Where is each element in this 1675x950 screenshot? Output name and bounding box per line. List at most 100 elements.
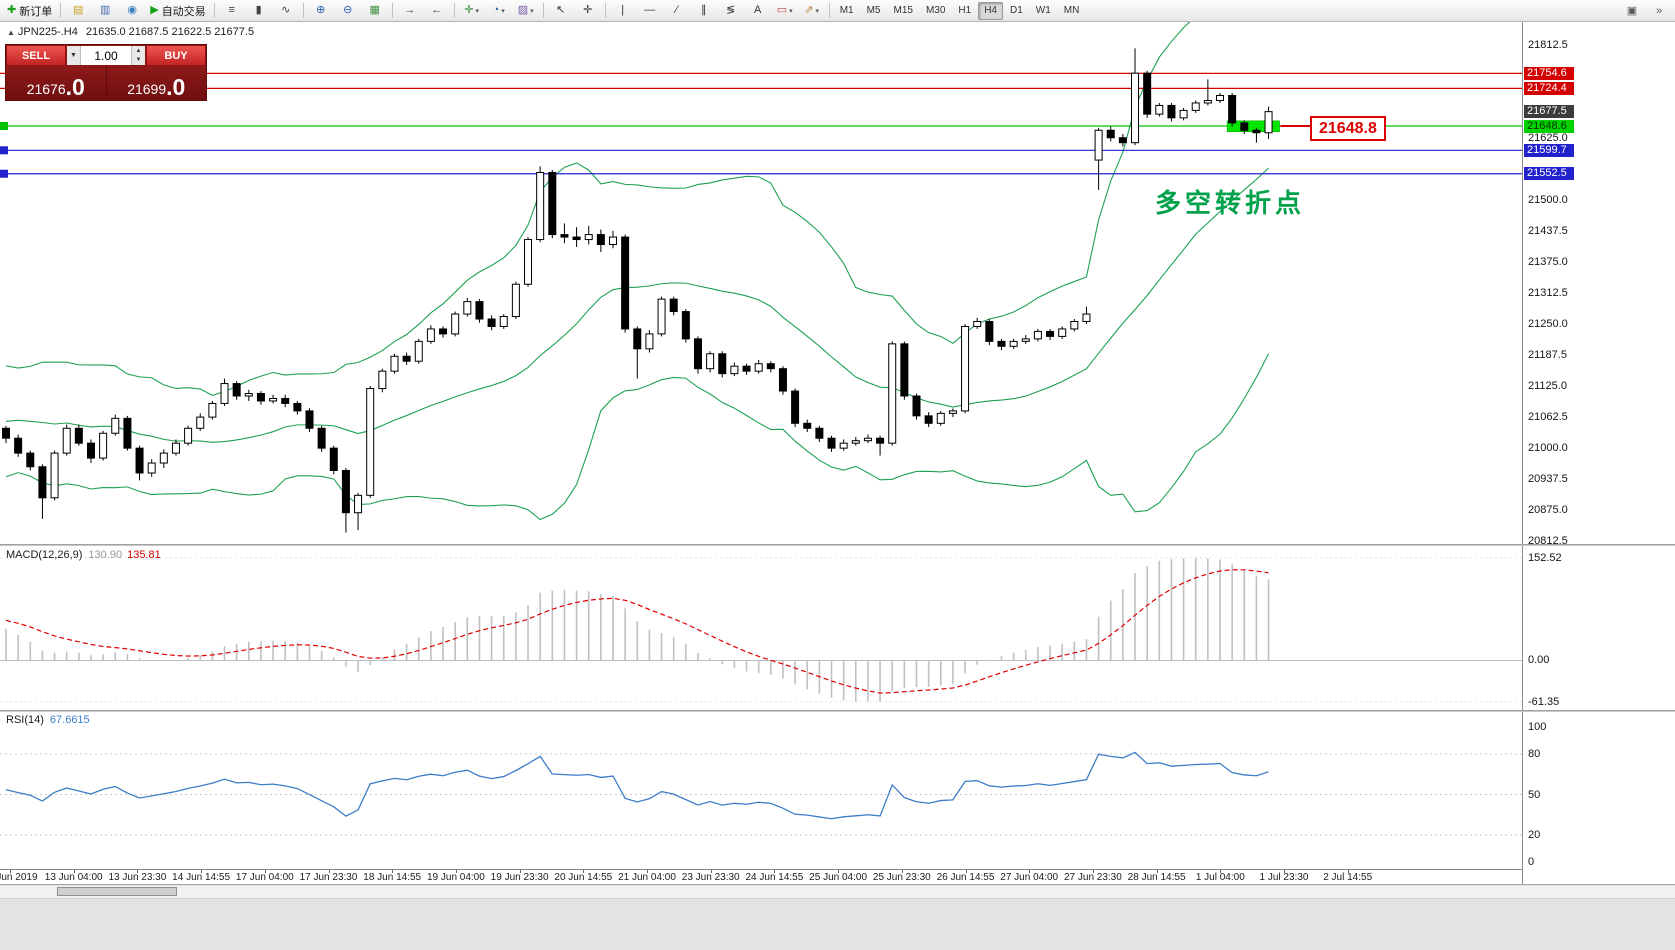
time-axis[interactable]: 12 Jun 2019 13 Jun 04:00 13 Jun 23:30 14 Ju… <box>0 869 1522 884</box>
vertical-line-icon[interactable]: | <box>610 1 636 21</box>
time-tick <box>1156 870 1158 873</box>
autotrading-button[interactable]: ▶ 自动交易 <box>146 1 209 21</box>
fibonacci-icon[interactable]: ≶ <box>718 1 744 21</box>
profiles-icon[interactable]: ▥ <box>92 1 118 21</box>
price-scale-label: 20937.5 <box>1528 473 1568 486</box>
new-order-button[interactable]: ✚ 新订单 <box>3 1 56 21</box>
timeframe-h4[interactable]: H4 <box>978 1 1003 20</box>
periods-icon-dropdown[interactable]: ▾ <box>501 7 505 15</box>
new-order-button: ✚ <box>7 4 17 16</box>
macd-rsi-separator[interactable] <box>0 710 1675 712</box>
crosshair-icon[interactable]: ✛ <box>575 1 601 21</box>
cursor-icon[interactable]: ↖ <box>548 1 574 21</box>
volume-stepper-up[interactable]: ▲ <box>132 46 145 56</box>
chart-canvas[interactable] <box>0 0 1522 884</box>
price-tag: 21552.5 <box>1524 167 1574 181</box>
shapes-icon[interactable]: ▭ ▾ <box>772 1 798 21</box>
price-scale-label: 21625.0 <box>1528 131 1568 144</box>
more-tools-icon[interactable]: » <box>1655 4 1663 17</box>
price-scale-label: 21375.0 <box>1528 255 1568 268</box>
time-axis-label: 12 Jun 2019 <box>0 872 38 883</box>
rsi-scale-label: 80 <box>1528 748 1541 760</box>
time-axis-label: 21 Jun 04:00 <box>618 872 676 883</box>
horizontal-scrollbar[interactable] <box>0 886 1675 899</box>
scrollbar-thumb[interactable] <box>57 887 177 896</box>
timeframe-d1[interactable]: D1 <box>1010 5 1023 16</box>
price-scale-label: 21062.5 <box>1528 411 1568 424</box>
time-tick <box>455 870 457 873</box>
price-scale[interactable]: 21812.5 21625.0 21500.0 21437.5 21375.0 21312… <box>1522 22 1675 884</box>
time-tick <box>710 870 712 873</box>
main-macd-separator[interactable] <box>0 544 1675 546</box>
toolbar-separator <box>542 3 544 18</box>
timeframe-mn[interactable]: MN <box>1063 5 1080 16</box>
time-tick <box>1029 870 1031 873</box>
chart-shift-icon[interactable]: ← <box>424 1 450 21</box>
shapes-icon-dropdown[interactable]: ▾ <box>789 7 793 15</box>
price-level-callout[interactable]: 21648.8 <box>1310 116 1386 141</box>
auto-scroll-icon[interactable]: → <box>397 1 423 21</box>
volume-dropdown[interactable]: ▼ <box>67 46 81 65</box>
bar-chart-icon[interactable]: ≡ <box>219 1 245 21</box>
rsi-panel-layer <box>0 751 1522 836</box>
macd-signal-line <box>5 569 1269 694</box>
rsi-scale-label: 0 <box>1528 856 1535 868</box>
macd-scale-label: 0.00 <box>1528 654 1550 667</box>
time-axis-label: 25 Jun 23:30 <box>872 872 931 883</box>
timeframe-m1[interactable]: M1 <box>839 5 854 16</box>
time-tick <box>1284 870 1285 873</box>
horizontal-line-icon[interactable]: — <box>637 1 663 21</box>
buy-button[interactable]: BUY <box>146 45 206 66</box>
candle-chart-icon[interactable]: ▮ <box>246 1 272 21</box>
zoom-in-icon: ⊕ <box>316 4 326 16</box>
news-icon[interactable]: ◉ <box>119 1 145 21</box>
price-tag: 21648.6 <box>1524 119 1574 133</box>
charts-window-icon[interactable]: ▤ <box>65 1 91 21</box>
timeframe-m15[interactable]: M15 <box>893 5 913 16</box>
templates-icon-dropdown[interactable]: ▾ <box>530 7 534 15</box>
time-axis-label: 13 Jun 04:00 <box>44 872 103 883</box>
macd-panel-layer <box>0 557 1522 703</box>
indicators-icon[interactable]: ✛ ▾ <box>459 1 485 21</box>
zoom-out-icon[interactable]: ⊖ <box>335 1 361 21</box>
tile-windows-icon[interactable]: ▦ <box>362 1 388 21</box>
templates-icon[interactable]: ▨ ▾ <box>513 1 539 21</box>
time-tick <box>647 870 648 873</box>
window-list-icon[interactable]: ▣ <box>1626 5 1638 17</box>
timeframe-m5[interactable]: M5 <box>866 5 881 16</box>
periods-icon[interactable]: ◔ ▾ <box>486 1 512 21</box>
time-axis-label: 26 Jun 14:55 <box>936 872 995 883</box>
buy-price[interactable]: 21699.0 <box>127 73 186 100</box>
price-divider <box>105 66 107 100</box>
indicators-icon: ✛ <box>464 4 474 16</box>
volume-input[interactable]: 1.00 <box>94 48 118 63</box>
time-axis-label: 23 Jun 23:30 <box>681 872 740 883</box>
zoom-in-icon[interactable]: ⊕ <box>308 1 334 21</box>
bollinger-middle-band <box>5 167 1269 443</box>
time-axis-label: 2 Jul 14:55 <box>1323 872 1373 883</box>
line-chart-icon[interactable]: ∿ <box>273 1 299 21</box>
channel-icon[interactable]: ∥ <box>691 1 717 21</box>
arrows-icon-dropdown[interactable]: ▾ <box>815 7 820 15</box>
price-scale-label: 21187.5 <box>1528 349 1567 362</box>
volume-stepper-down[interactable]: ▼ <box>132 55 145 65</box>
turning-point-annotation[interactable]: 多空转折点 <box>1155 188 1306 218</box>
timeframe-w1[interactable]: W1 <box>1035 5 1051 16</box>
timeframe-m30[interactable]: M30 <box>925 5 946 16</box>
price-scale-label: 21312.5 <box>1528 286 1568 299</box>
time-tick <box>965 870 967 873</box>
sell-price[interactable]: 21676.0 <box>26 73 85 100</box>
text-icon: A <box>754 4 762 16</box>
periods-icon: ◔ <box>492 4 500 16</box>
indicators-icon-dropdown[interactable]: ▾ <box>475 7 480 15</box>
timeframe-h1[interactable]: H1 <box>958 5 972 16</box>
price-scale-label: 21500.0 <box>1528 193 1568 206</box>
one-click-trading-panel: SELL ▼ 1.00 ▲ ▼ BUY 21676.0 21699.0 <box>5 44 207 101</box>
fibonacci-icon: ≶ <box>726 4 736 16</box>
arrows-icon[interactable]: ⇗ ▾ <box>799 1 825 21</box>
trendline-icon[interactable]: ∕ <box>664 1 690 21</box>
rsi-scale-label: 20 <box>1528 829 1541 841</box>
text-icon[interactable]: A <box>745 1 771 21</box>
sell-button[interactable]: SELL <box>6 45 66 66</box>
